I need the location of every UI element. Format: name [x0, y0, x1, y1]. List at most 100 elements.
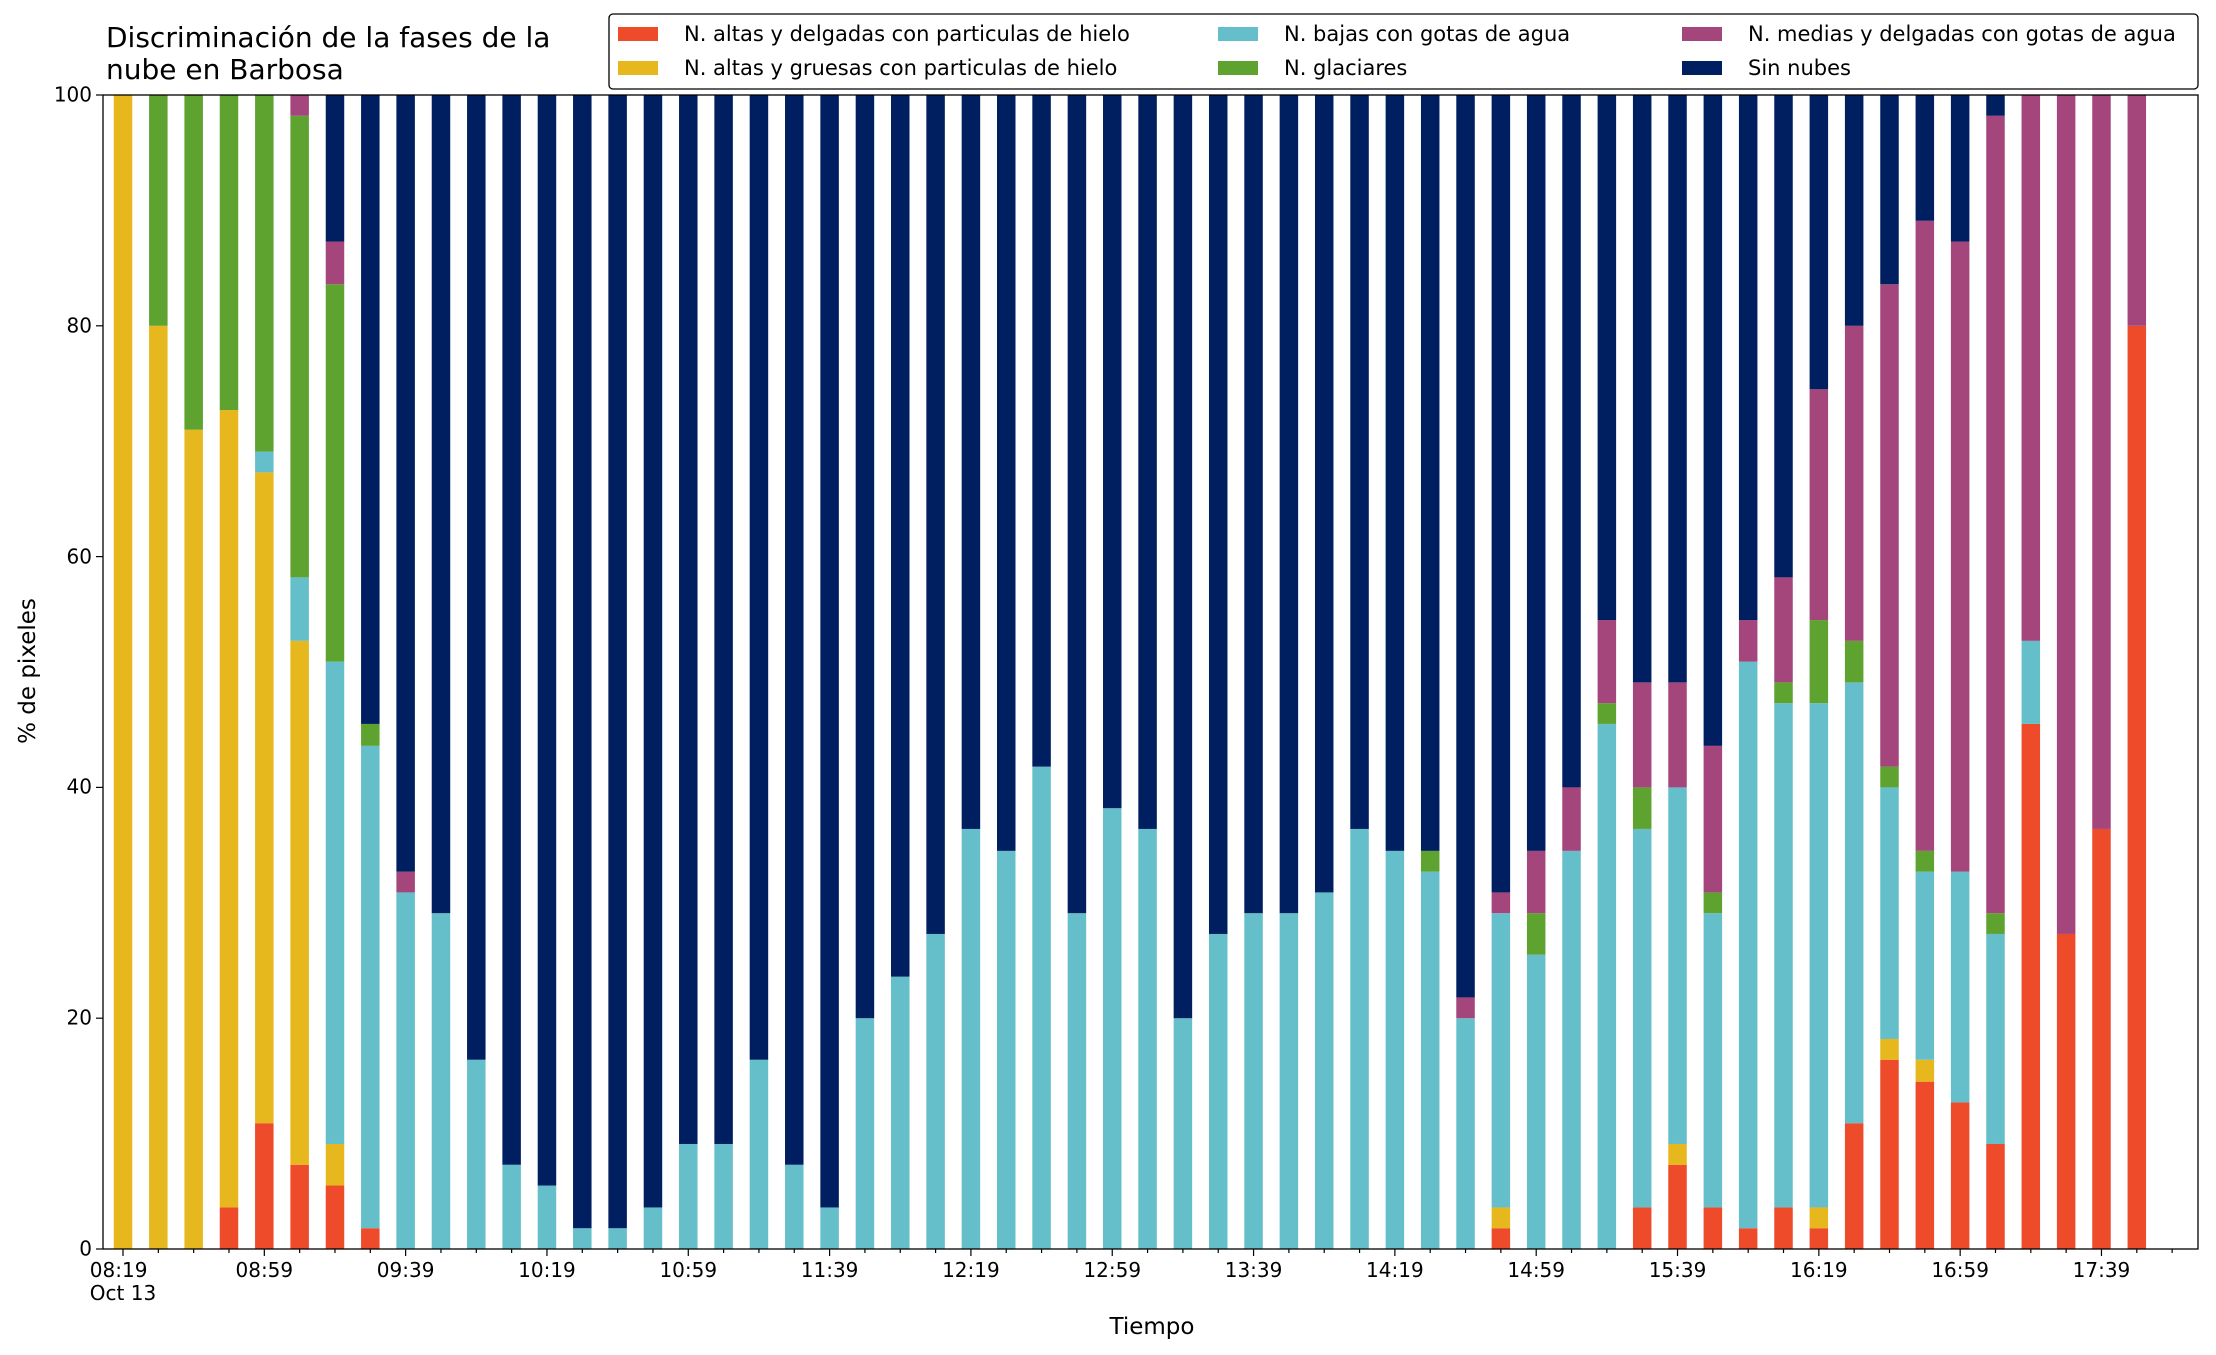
bar-segment	[679, 1143, 698, 1249]
bar-segment	[1668, 1164, 1687, 1249]
bar-segment	[1032, 95, 1051, 767]
bar-segment	[1491, 95, 1511, 893]
bar-segment	[1844, 1123, 1864, 1249]
bar-segment	[396, 892, 415, 1249]
bar-segment	[679, 95, 698, 1144]
bar-segment	[396, 871, 415, 893]
bar-segment	[1915, 1081, 1935, 1249]
y-tick-label: 0	[79, 1236, 92, 1261]
bar-segment	[1385, 850, 1405, 1249]
bar-segment	[1138, 95, 1157, 829]
x-axis-label: Tiempo	[1109, 1314, 1195, 1340]
legend-swatch	[1682, 27, 1722, 41]
bar-segment	[396, 95, 415, 872]
bar-segment	[1950, 1102, 1970, 1249]
bar-segment	[255, 1123, 274, 1249]
x-tick-label: 17:39	[2072, 1258, 2131, 1282]
bar-segment	[1562, 787, 1581, 851]
bar-segment	[149, 325, 168, 1249]
bar-segment	[290, 95, 309, 116]
x-tick-label: 08:59	[235, 1258, 294, 1282]
bar-segment	[467, 1059, 486, 1249]
bar-segment	[1950, 241, 1970, 872]
bar-segment	[1809, 95, 1829, 390]
legend-swatch	[1218, 27, 1258, 41]
bar-segment	[1844, 682, 1864, 1124]
bar-segment	[502, 95, 521, 1165]
bar-segment	[325, 1185, 345, 1249]
bar-segment	[1632, 682, 1652, 788]
bar-segment	[1314, 892, 1334, 1249]
bar-segment	[1067, 95, 1087, 914]
bar-segment	[1809, 1228, 1829, 1249]
x-tick-label: 16:59	[1931, 1258, 1989, 1282]
bar-segment	[1597, 95, 1617, 621]
bar-segment	[325, 661, 345, 1144]
x-tick-label: 12:19	[942, 1258, 1000, 1282]
bar-segment	[1809, 703, 1829, 1208]
bar-segment	[1491, 892, 1511, 914]
bar-segment	[1314, 95, 1334, 893]
legend-swatch	[1218, 61, 1258, 75]
bar-segment	[1774, 1207, 1793, 1249]
bar-segment	[1279, 913, 1299, 1249]
bar-segment	[113, 95, 133, 1249]
bar-segment	[502, 1164, 521, 1249]
bar-segment	[1102, 808, 1122, 1249]
bar-segment	[1597, 723, 1617, 1249]
bar-segment	[1138, 828, 1157, 1249]
x-tick-label: 10:59	[659, 1258, 718, 1282]
bar-segment	[1703, 745, 1723, 893]
y-tick-label: 80	[66, 313, 92, 338]
bar-segment	[820, 1207, 839, 1249]
bar-segment	[1208, 95, 1228, 934]
x-tick-label: 16:19	[1790, 1258, 1848, 1282]
bar-segment	[714, 1143, 733, 1249]
legend-label: N. bajas con gotas de agua	[1284, 21, 1571, 46]
bar-segment	[1102, 95, 1122, 809]
bar-segment	[1880, 95, 1899, 285]
bar-segment	[1526, 954, 1546, 1249]
bar-segment	[1880, 284, 1899, 767]
bar-segment	[1597, 620, 1617, 704]
bar-segment	[184, 95, 203, 430]
bar-segment	[184, 429, 203, 1249]
bar-segment	[1632, 1207, 1652, 1249]
bar-segment	[2127, 325, 2147, 1249]
bar-segment	[325, 284, 345, 662]
bar-segment	[219, 1207, 239, 1249]
bar-segment	[855, 95, 875, 1019]
bar-segment	[643, 95, 663, 1208]
bar-segment	[926, 933, 945, 1249]
bar-segment	[467, 95, 486, 1060]
bar-segment	[1420, 95, 1440, 851]
bar-segment	[1208, 933, 1228, 1249]
bar-segment	[1668, 1143, 1687, 1165]
x-tick-label: 13:39	[1224, 1258, 1283, 1282]
bar-segment	[1420, 871, 1440, 1249]
bar-segment	[785, 95, 804, 1165]
bar-segment	[1915, 871, 1935, 1060]
y-tick-label: 40	[66, 774, 92, 799]
bar-segment	[1703, 913, 1723, 1208]
bar-segment	[1456, 997, 1475, 1019]
bar-segment	[2092, 828, 2111, 1249]
bar-segment	[820, 95, 839, 1208]
bar-segment	[1809, 1207, 1829, 1229]
x-tick-label: 15:39	[1648, 1258, 1707, 1282]
bar-segment	[1738, 661, 1758, 1229]
bar-segment	[1632, 828, 1652, 1208]
bar-segment	[2021, 723, 2041, 1249]
bar-segment	[1562, 95, 1581, 788]
bar-segment	[1986, 95, 2005, 116]
bar-segment	[1774, 682, 1793, 704]
legend-swatch	[618, 61, 658, 75]
bar-segment	[1668, 682, 1687, 788]
bar-segment	[1562, 850, 1581, 1249]
bar-segment	[1632, 95, 1652, 683]
bar-segment	[1350, 828, 1369, 1249]
plot-frame	[102, 94, 2199, 1250]
bar-segment	[1915, 1059, 1935, 1082]
bar-segment	[361, 1228, 380, 1249]
x-tick-label: 09:39	[376, 1258, 435, 1282]
